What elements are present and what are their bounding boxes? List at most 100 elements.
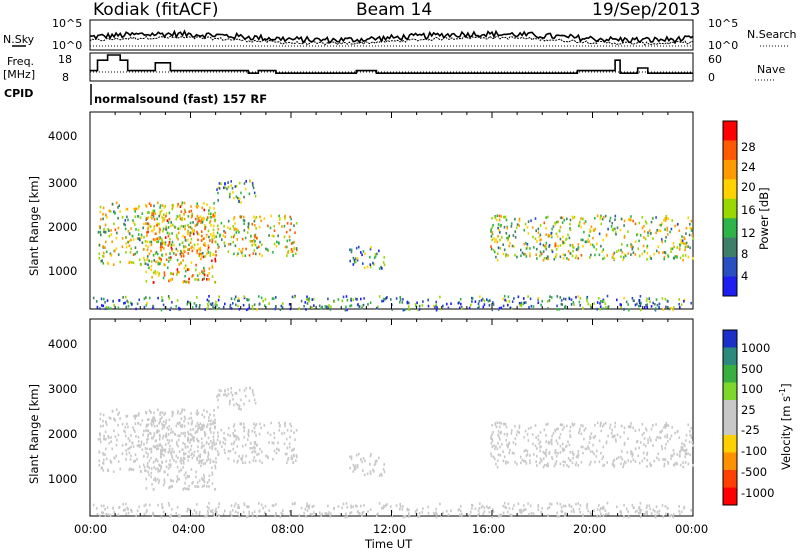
echo-power-cell	[287, 249, 290, 253]
echo-velocity-cell	[273, 449, 276, 453]
echo-velocity-cell	[158, 429, 160, 433]
echo-velocity-cell	[552, 432, 555, 435]
echo-power-cell	[98, 257, 101, 260]
echo-velocity-cell	[170, 428, 172, 431]
echo-power-cell	[621, 250, 624, 254]
echo-velocity-cell	[198, 426, 200, 430]
echo-velocity-cell	[211, 447, 213, 451]
echo-power-cell	[682, 258, 684, 262]
echo-power-cell	[264, 304, 266, 307]
echo-velocity-cell	[671, 454, 674, 458]
echo-velocity-cell	[599, 512, 602, 515]
echo-velocity-cell	[198, 454, 200, 458]
echo-velocity-cell	[645, 427, 647, 430]
echo-power-cell	[161, 296, 163, 299]
echo-velocity-cell	[586, 447, 588, 451]
echo-velocity-cell	[180, 468, 182, 472]
echo-velocity-cell	[206, 459, 208, 462]
vel-cbar-tick-neg25: -25	[741, 423, 760, 437]
echo-velocity-cell	[207, 451, 210, 454]
echo-power-cell	[255, 227, 257, 230]
echo-velocity-cell	[275, 511, 277, 515]
echo-velocity-cell	[154, 477, 156, 480]
echo-velocity-cell	[503, 501, 506, 505]
echo-velocity-cell	[172, 479, 174, 483]
echo-power-cell	[203, 269, 206, 272]
echo-power-cell	[548, 244, 551, 247]
echo-power-cell	[620, 303, 622, 307]
echo-power-cell	[187, 268, 189, 272]
power-axis-ticks	[89, 112, 694, 309]
echo-power-cell	[623, 234, 626, 238]
echo-power-cell	[294, 231, 296, 234]
echo-velocity-cell	[647, 441, 649, 444]
vel-cbar-tick-500: 500	[741, 362, 763, 376]
echo-velocity-cell	[195, 424, 197, 428]
echo-power-cell	[160, 260, 162, 263]
echo-power-cell	[525, 301, 527, 304]
echo-velocity-cell	[293, 447, 295, 451]
colorbar-swatch	[723, 198, 737, 219]
echo-velocity-cell	[175, 454, 178, 458]
echo-power-cell	[684, 254, 687, 257]
echo-power-cell	[364, 252, 366, 256]
echo-power-cell	[177, 249, 179, 253]
echo-power-cell	[685, 245, 688, 249]
echo-velocity-cell	[349, 466, 351, 470]
echo-velocity-cell	[214, 421, 216, 424]
echo-velocity-cell	[531, 433, 534, 436]
echo-power-cell	[506, 236, 508, 240]
echo-velocity-cell	[153, 432, 156, 435]
echo-velocity-cell	[229, 449, 232, 453]
echo-velocity-cell	[171, 439, 173, 442]
echo-velocity-cell	[150, 450, 153, 454]
echo-power-cell	[579, 304, 581, 307]
echo-power-cell	[352, 263, 355, 266]
echo-velocity-cell	[373, 463, 376, 467]
beam-title: Beam 14	[356, 0, 432, 20]
echo-power-cell	[213, 224, 215, 228]
echo-velocity-cell	[545, 434, 547, 437]
echo-velocity-cell	[638, 508, 641, 512]
echo-power-cell	[193, 243, 196, 247]
echo-power-cell	[551, 249, 553, 252]
echo-power-cell	[619, 228, 622, 232]
echo-power-cell	[217, 186, 220, 190]
echo-power-cell	[474, 300, 477, 303]
echo-power-cell	[329, 308, 332, 311]
echo-power-cell	[520, 304, 523, 308]
echo-power-cell	[311, 306, 313, 309]
echo-power-cell	[568, 297, 571, 301]
echo-velocity-cell	[247, 434, 250, 438]
echo-power-cell	[545, 241, 548, 245]
echo-velocity-cell	[539, 449, 542, 453]
echo-velocity-cell	[487, 506, 490, 510]
echo-power-cell	[378, 295, 381, 298]
echo-power-cell	[566, 217, 568, 221]
echo-velocity-cell	[152, 419, 154, 423]
echo-velocity-cell	[131, 509, 133, 513]
echo-velocity-cell	[100, 440, 102, 444]
echo-velocity-cell	[188, 475, 190, 478]
echo-velocity-cell	[495, 445, 497, 448]
echo-power-cell	[132, 219, 134, 222]
echo-power-cell	[667, 233, 669, 236]
echo-velocity-cell	[137, 444, 140, 448]
echo-power-cell	[404, 308, 407, 311]
echo-power-cell	[184, 236, 186, 239]
echo-power-cell	[130, 238, 132, 242]
echo-power-cell	[656, 229, 658, 232]
echo-power-cell	[664, 217, 666, 220]
echo-power-cell	[103, 251, 105, 255]
echo-velocity-cell	[627, 437, 629, 440]
echo-power-cell	[637, 247, 639, 251]
echo-power-cell	[555, 220, 558, 224]
echo-power-cell	[617, 249, 620, 252]
echo-power-cell	[182, 234, 184, 238]
echo-velocity-cell	[350, 455, 353, 459]
echo-power-cell	[586, 240, 588, 244]
echo-velocity-cell	[286, 429, 289, 432]
echo-velocity-cell	[239, 422, 242, 425]
echo-velocity-cell	[559, 503, 562, 506]
echo-power-cell	[146, 222, 149, 225]
